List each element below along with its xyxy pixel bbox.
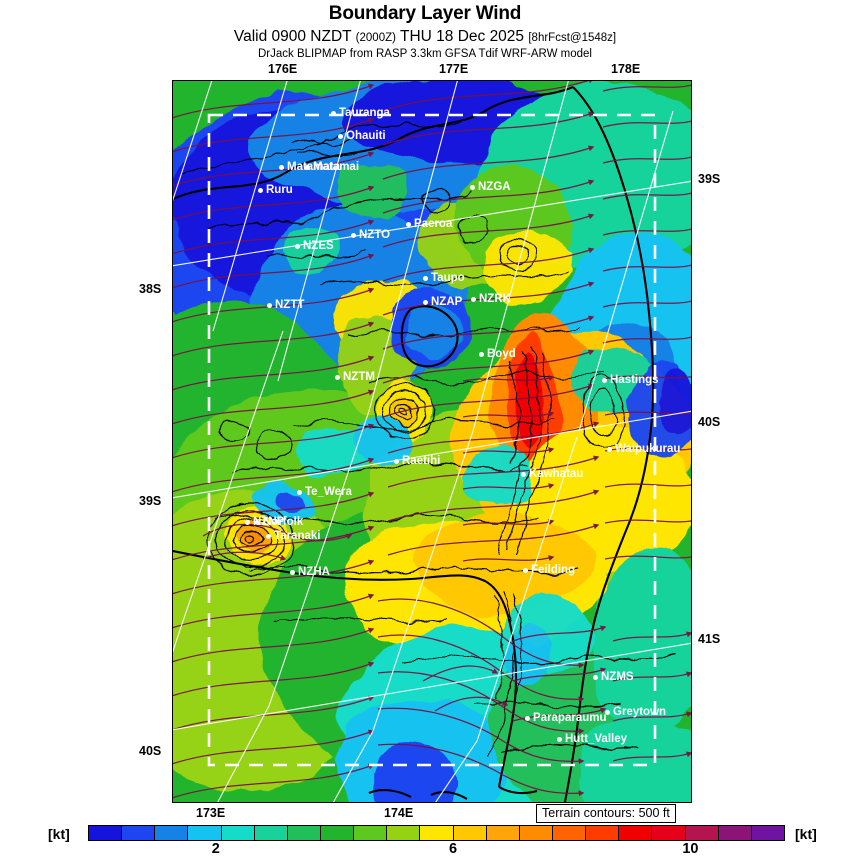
forecast-tag: [8hrFcst@1548z] — [528, 32, 617, 44]
colorbar-swatch-1 — [122, 826, 156, 840]
longitude-label-bottom: 174E — [384, 806, 414, 820]
colorbar-unit-left: [kt] — [48, 826, 70, 842]
map-canvas: Tauranga Ohauiti Matamata Matamai Ruru NZGA Pa… — [173, 81, 691, 802]
colorbar-swatch-7 — [320, 826, 355, 840]
colorbar-swatch-3 — [188, 826, 222, 840]
latitude-label-right: 39S — [698, 172, 721, 186]
colorbar-tick-labels: 261014182226303438 — [88, 841, 785, 859]
latitude-label-left: 40S — [139, 744, 162, 758]
colorbar-swatch-14 — [552, 826, 587, 840]
colorbar-swatch-17 — [652, 826, 686, 840]
colorbar-tick: 6 — [449, 841, 458, 857]
latitude-label-left: 39S — [139, 494, 162, 508]
longitude-label-top: 176E — [268, 62, 298, 76]
colorbar-swatch-13 — [519, 826, 553, 840]
wind-field-plot — [173, 81, 691, 802]
longitude-label-top: 177E — [439, 62, 469, 76]
colorbar-swatch-18 — [685, 826, 719, 840]
latitude-label-right: 41S — [698, 632, 721, 646]
colorbar-swatch-20 — [751, 826, 784, 840]
colorbar-swatch-2 — [155, 826, 189, 840]
latitude-label-left: 38S — [139, 282, 162, 296]
terrain-contour-legend: Terrain contours: 500 ft — [536, 804, 676, 823]
colorbar-swatch-11 — [453, 826, 487, 840]
colorbar-tick: 2 — [211, 841, 220, 857]
longitude-label-bottom: 173E — [196, 806, 226, 820]
colorbar-swatch-0 — [89, 826, 123, 840]
wind-speed-colorbar: [kt] [kt] 261014182226303438 — [0, 822, 850, 860]
colorbar-swatch-6 — [287, 826, 321, 840]
valid-time-utc: (2000Z) — [355, 32, 396, 44]
colorbar-swatch-15 — [586, 826, 620, 840]
model-description: DrJack BLIPMAP from RASP 3.3km GFSA Tdif… — [257, 48, 592, 60]
colorbar-swatches — [88, 825, 785, 841]
longitude-label-top: 178E — [611, 62, 641, 76]
colorbar-swatch-12 — [486, 826, 520, 840]
colorbar-swatch-4 — [221, 826, 255, 840]
colorbar-swatch-9 — [387, 826, 421, 840]
weather-map[interactable]: Tauranga Ohauiti Matamata Matamai Ruru NZGA Pa… — [172, 80, 692, 803]
colorbar-swatch-16 — [619, 826, 653, 840]
page-title: Boundary Layer Wind — [328, 3, 522, 24]
colorbar-swatch-10 — [420, 826, 454, 840]
valid-time-main: Valid 0900 NZDT — [233, 28, 352, 45]
colorbar-tick: 10 — [682, 841, 699, 857]
colorbar-unit-right: [kt] — [795, 826, 817, 842]
colorbar-swatch-5 — [254, 826, 288, 840]
header: Boundary Layer Wind Valid 0900 NZDT (200… — [0, 0, 850, 60]
valid-date: THU 18 Dec 2025 — [399, 28, 525, 45]
valid-time-line: Valid 0900 NZDT (2000Z) THU 18 Dec 2025 … — [0, 28, 850, 46]
colorbar-swatch-8 — [354, 826, 388, 840]
colorbar-swatch-19 — [718, 826, 752, 840]
latitude-label-right: 40S — [698, 415, 721, 429]
